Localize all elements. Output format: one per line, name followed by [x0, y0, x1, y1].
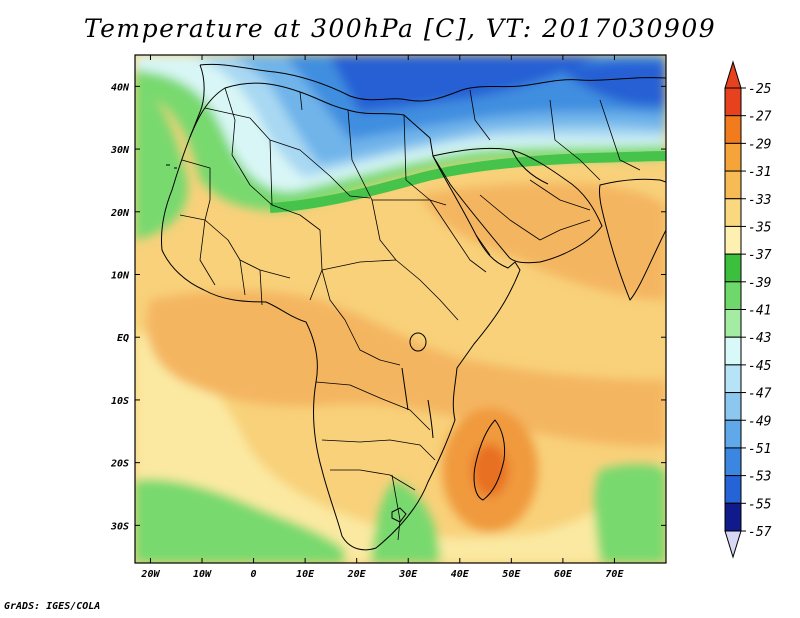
colorbar-swatch	[724, 475, 742, 504]
colorbar-swatch	[724, 142, 742, 172]
longitude-axis: 20W 10W 0 10E 20E 30E 40E 50E 60E 70E	[140, 55, 624, 580]
canary-islands	[166, 164, 177, 169]
lon-tick-label: 10W	[193, 569, 212, 580]
colorbar-swatch	[724, 364, 742, 394]
lake-tanganyika	[401, 367, 409, 411]
field-arabia-warm	[420, 183, 666, 300]
colorbar-label: -43	[748, 331, 771, 346]
colorbar-label: -57	[748, 525, 772, 540]
colorbar-swatch	[724, 198, 742, 227]
colorbar-label: -25	[748, 82, 772, 97]
colorbar-label: -53	[748, 470, 771, 485]
lake-malawi	[427, 399, 434, 439]
latitude-axis: 40N 30N 20N 10N EQ 10S 20S 30S	[110, 82, 666, 532]
lesotho-outline	[391, 507, 407, 523]
africa-coastline	[161, 82, 521, 551]
lat-tick-label: 20S	[110, 459, 129, 470]
lat-tick-label: 30S	[110, 521, 129, 532]
colorbar-swatch	[724, 419, 742, 449]
india-coastline	[599, 178, 666, 301]
iberia-coastline	[189, 64, 205, 138]
colorbar-label: -55	[748, 497, 772, 512]
colorbar-label: -33	[748, 193, 771, 208]
colorbar-swatch	[724, 281, 742, 310]
lat-tick-label: 40N	[111, 82, 130, 93]
lat-tick-label: 10S	[111, 396, 129, 407]
map-frame	[134, 54, 667, 564]
lon-tick-label: 0	[251, 569, 257, 580]
lon-tick-label: 20W	[140, 569, 160, 580]
colorbar-label: -45	[748, 359, 772, 374]
field-sw-green	[135, 479, 345, 563]
field-se-green	[370, 480, 440, 563]
lon-tick-label: 60E	[554, 569, 573, 580]
colorbar-label: -47	[748, 387, 772, 402]
lake-victoria	[409, 332, 427, 352]
field-west-green	[135, 80, 188, 240]
colorbar-swatch	[724, 336, 742, 366]
lat-tick-label: EQ	[117, 333, 129, 344]
country-borders	[179, 87, 641, 541]
lat-tick-label: 10N	[111, 271, 130, 282]
lon-tick-label: 40E	[451, 569, 470, 580]
colorbar-swatch	[724, 170, 742, 200]
chart-title: Temperature at 300hPa [C], VT: 201703090…	[83, 14, 717, 43]
field-central-warm	[146, 290, 666, 446]
lon-tick-label: 70E	[605, 569, 624, 580]
colorbar-label: -35	[748, 220, 772, 235]
colorbar-swatch	[724, 392, 742, 421]
madagascar-coastline	[473, 419, 506, 501]
colorbar-swatch-last	[724, 502, 742, 532]
field-far-se-green	[594, 464, 666, 563]
field-madagascar-hot	[472, 444, 508, 496]
colorbar-bottom-arrow	[724, 530, 742, 559]
colorbar-label: -51	[748, 442, 771, 457]
colorbar-label: -37	[748, 248, 772, 263]
colorbar: -25 -27 -29 -31 -33 -35 -37 -39 -41 -43 -45 -47 -49 -…	[724, 60, 772, 559]
colorbar-label: -49	[748, 414, 771, 429]
lon-tick-label: 10E	[296, 569, 315, 580]
field-north-blue-dark	[330, 55, 600, 112]
colorbar-label: -31	[748, 165, 771, 180]
field-ne-blue-dark	[560, 60, 666, 106]
colorbar-swatch	[724, 225, 742, 255]
colorbar-swatch	[724, 253, 742, 283]
coastlines	[161, 63, 666, 551]
gulf-coastline	[511, 149, 549, 185]
temperature-field	[135, 55, 666, 563]
europe-coastline	[199, 63, 666, 102]
field-south-pale	[135, 330, 666, 563]
lon-tick-label: 30E	[398, 569, 418, 580]
colorbar-label: -27	[748, 110, 772, 125]
colorbar-label: -39	[748, 276, 771, 291]
colorbar-swatch	[724, 87, 742, 117]
lon-tick-label: 50E	[502, 569, 521, 580]
lat-tick-label: 30N	[110, 145, 130, 156]
colorbar-label: -41	[748, 304, 771, 319]
colorbar-top-arrow	[724, 60, 742, 89]
colorbar-swatch	[724, 115, 742, 144]
colorbar-swatch	[724, 447, 742, 477]
field-jet-band	[269, 151, 666, 213]
colorbar-swatch	[724, 309, 742, 338]
lon-tick-label: 20E	[347, 569, 367, 580]
arabia-coastline	[432, 147, 603, 264]
footer-credit: GrADS: IGES/COLA	[4, 601, 101, 612]
lat-tick-label: 20N	[110, 208, 130, 219]
colorbar-label: -29	[748, 137, 771, 152]
